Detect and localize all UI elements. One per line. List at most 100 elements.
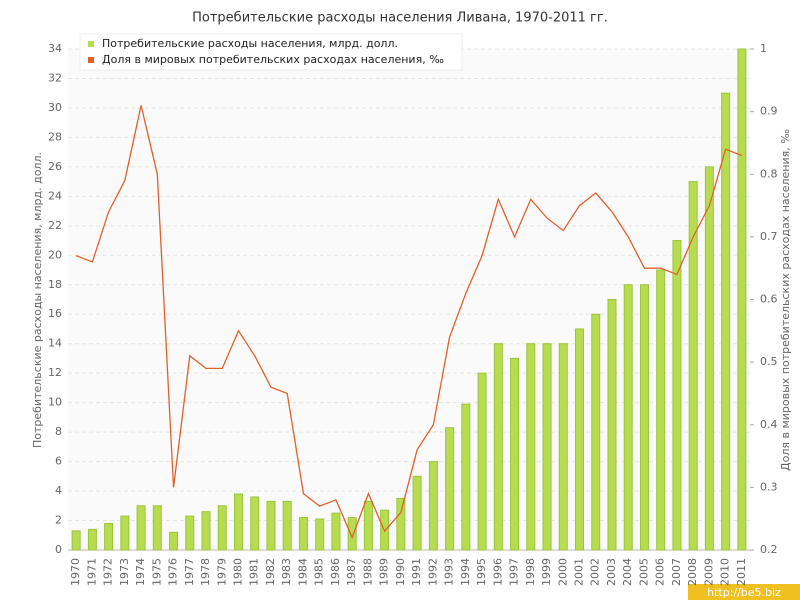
- watermark: http://be5.biz: [707, 586, 781, 599]
- x-tick-label: 1974: [134, 558, 147, 586]
- bar: [331, 512, 341, 551]
- y-tick-label: 16: [48, 307, 62, 320]
- x-tick-label: 1970: [69, 558, 82, 586]
- x-tick-label: 2008: [686, 558, 699, 586]
- bar: [461, 403, 471, 551]
- bar: [704, 166, 714, 551]
- y-tick-label: 12: [48, 366, 62, 379]
- bar: [639, 284, 649, 551]
- bar: [87, 528, 97, 551]
- x-tick-label: 1973: [118, 558, 131, 586]
- bar: [688, 181, 698, 551]
- watermark-box: [688, 584, 800, 600]
- y-tick-label: 0: [55, 543, 62, 556]
- y2-tick-label: 1: [760, 42, 767, 55]
- bar: [217, 505, 227, 551]
- bar: [234, 493, 243, 551]
- legend-swatch: [88, 41, 94, 47]
- bar: [136, 505, 146, 551]
- x-tick-label: 1987: [345, 558, 358, 586]
- x-tick-label: 1994: [459, 558, 472, 586]
- y-tick-label: 30: [48, 101, 62, 114]
- y2-tick-label: 0.6: [760, 293, 778, 306]
- x-tick-label: 1993: [443, 558, 456, 586]
- y-tick-label: 34: [48, 42, 62, 55]
- bar: [656, 269, 666, 551]
- bar: [120, 515, 130, 551]
- x-tick-label: 2004: [621, 558, 634, 586]
- x-tick-label: 2002: [589, 558, 602, 586]
- y2-tick-label: 0.8: [760, 167, 778, 180]
- y2-tick-label: 0.9: [760, 105, 778, 118]
- x-tick-label: 1983: [280, 558, 293, 586]
- x-tick-label: 1996: [491, 558, 504, 586]
- bar: [672, 240, 682, 551]
- y-tick-label: 8: [55, 425, 62, 438]
- y2-tick-label: 0.4: [760, 418, 778, 431]
- y-tick-label: 22: [48, 219, 62, 232]
- x-tick-label: 1972: [102, 558, 115, 586]
- y-tick-label: 6: [55, 455, 62, 468]
- bar: [510, 357, 520, 551]
- bar: [493, 343, 503, 551]
- x-tick-label: 1990: [394, 558, 407, 586]
- x-tick-label: 1998: [524, 558, 537, 586]
- x-tick-label: 2009: [702, 558, 715, 586]
- legend: Потребительские расходы населения, млрд.…: [79, 33, 463, 71]
- x-tick-label: 1984: [296, 558, 309, 586]
- bar: [623, 284, 633, 551]
- x-tick-label: 1992: [426, 558, 439, 586]
- y-tick-label: 28: [48, 130, 62, 143]
- y-tick-label: 18: [48, 278, 62, 291]
- legend-swatch: [88, 57, 94, 63]
- bar: [542, 343, 552, 551]
- y2-tick-label: 0.7: [760, 230, 778, 243]
- y-tick-label: 14: [48, 337, 62, 350]
- x-tick-label: 1977: [183, 558, 196, 586]
- bar: [104, 522, 114, 551]
- x-tick-label: 1971: [85, 558, 98, 586]
- bar: [558, 343, 568, 551]
- bar: [266, 500, 276, 551]
- x-tick-label: 1975: [150, 558, 163, 586]
- y-tick-label: 10: [48, 396, 62, 409]
- legend-box: [79, 33, 463, 71]
- y-tick-label: 4: [55, 484, 62, 497]
- x-tick-label: 2005: [637, 558, 650, 586]
- x-tick-label: 1991: [410, 558, 423, 586]
- bar: [169, 531, 179, 551]
- y2-tick-label: 0.5: [760, 355, 778, 368]
- bar: [445, 427, 455, 551]
- y-tick-label: 24: [48, 189, 62, 202]
- x-tick-label: 2010: [719, 558, 732, 586]
- bar: [152, 505, 162, 551]
- bar: [396, 497, 406, 551]
- x-tick-label: 2007: [670, 558, 683, 586]
- x-tick-label: 2000: [556, 558, 569, 586]
- x-tick-label: 1980: [232, 558, 245, 586]
- bar: [477, 372, 487, 551]
- y2-tick-label: 0.3: [760, 480, 778, 493]
- x-tick-label: 1985: [313, 558, 326, 586]
- y-tick-label: 20: [48, 248, 62, 261]
- x-tick-label: 2006: [654, 558, 667, 586]
- x-tick-label: 2003: [605, 558, 618, 586]
- bar: [298, 517, 308, 551]
- legend-label: Доля в мировых потребительских расходах …: [102, 53, 444, 66]
- bar: [721, 92, 731, 551]
- x-tick-label: 1986: [329, 558, 342, 586]
- bar: [575, 328, 584, 551]
- y-tick-label: 26: [48, 160, 62, 173]
- bar: [185, 515, 195, 551]
- x-tick-label: 1976: [167, 558, 180, 586]
- bar: [315, 518, 325, 551]
- plot-area: [68, 49, 750, 550]
- bar: [428, 461, 438, 551]
- bar: [250, 496, 260, 551]
- y2-tick-label: 0.2: [760, 543, 778, 556]
- bar: [71, 530, 81, 551]
- x-tick-label: 1995: [475, 558, 488, 586]
- x-tick-label: 1982: [264, 558, 277, 586]
- bar: [282, 500, 292, 551]
